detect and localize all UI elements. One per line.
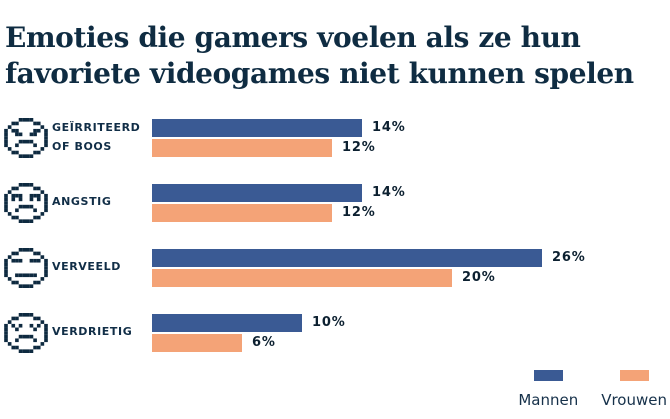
bar-line-vrouwen: 20% <box>152 268 670 287</box>
vrouwen-color-swatch <box>619 370 649 381</box>
chart-row: ANGSTIG 14% 12% <box>4 170 670 235</box>
category-label-line: GEÏRRITEERD <box>52 121 141 135</box>
category-label-line: VERVEELD <box>52 260 121 274</box>
emotion-icon-cell <box>4 117 52 158</box>
legend-item-vrouwen: Vrouwen <box>601 370 667 409</box>
bar-line-mannen: 26% <box>152 248 670 267</box>
bar-value-label: 10% <box>312 315 346 330</box>
bar-mannen <box>152 313 302 332</box>
category-label: GEÏRRITEERD OF BOOS <box>52 119 152 155</box>
legend-label-vrouwen: Vrouwen <box>601 391 667 409</box>
mannen-color-swatch <box>533 370 563 381</box>
bar-mannen <box>152 183 362 202</box>
chart-row: GEÏRRITEERD OF BOOS 14% 12% <box>4 105 670 170</box>
bars-group: 26% 20% <box>152 248 670 287</box>
bar-value-label: 20% <box>462 270 496 285</box>
emotion-icon-cell <box>4 312 52 353</box>
category-label: ANGSTIG <box>52 193 152 211</box>
bar-vrouwen <box>152 203 332 222</box>
anxious-face-icon <box>4 182 48 223</box>
bar-value-label: 6% <box>252 335 276 350</box>
angry-face-icon <box>4 117 48 158</box>
category-label: VERVEELD <box>52 258 152 276</box>
bars-group: 14% 12% <box>152 183 670 222</box>
bored-face-icon <box>4 247 48 288</box>
bar-line-vrouwen: 12% <box>152 203 670 222</box>
legend-item-mannen: Mannen <box>518 370 578 409</box>
sad-face-icon <box>4 312 48 353</box>
bar-value-label: 26% <box>552 250 586 265</box>
bar-value-label: 12% <box>342 140 376 155</box>
chart-legend: Mannen Vrouwen <box>518 370 667 409</box>
category-label-line: OF BOOS <box>52 139 112 153</box>
category-label-line: VERDRIETIG <box>52 325 133 339</box>
bar-mannen <box>152 118 362 137</box>
bars-group: 14% 12% <box>152 118 670 157</box>
bar-line-mannen: 10% <box>152 313 670 332</box>
category-label-line: ANGSTIG <box>52 195 112 209</box>
bar-line-mannen: 14% <box>152 118 670 137</box>
bar-value-label: 14% <box>372 120 406 135</box>
emotion-icon-cell <box>4 247 52 288</box>
bar-vrouwen <box>152 333 242 352</box>
bar-vrouwen <box>152 138 332 157</box>
bar-line-vrouwen: 6% <box>152 333 670 352</box>
bar-line-vrouwen: 12% <box>152 138 670 157</box>
bars-group: 10% 6% <box>152 313 670 352</box>
chart-row: VERDRIETIG 10% 6% <box>4 300 670 365</box>
page-title: Emoties die gamers voelen als ze hun fav… <box>5 20 634 91</box>
bar-line-mannen: 14% <box>152 183 670 202</box>
bar-value-label: 14% <box>372 185 406 200</box>
legend-label-mannen: Mannen <box>518 391 579 409</box>
chart-row: VERVEELD 26% 20% <box>4 235 670 300</box>
bar-chart: GEÏRRITEERD OF BOOS 14% 12% ANGSTIG 14% 12% VER… <box>4 105 670 365</box>
category-label: VERDRIETIG <box>52 323 152 341</box>
bar-value-label: 12% <box>342 205 376 220</box>
emotion-icon-cell <box>4 182 52 223</box>
bar-mannen <box>152 248 542 267</box>
bar-vrouwen <box>152 268 452 287</box>
